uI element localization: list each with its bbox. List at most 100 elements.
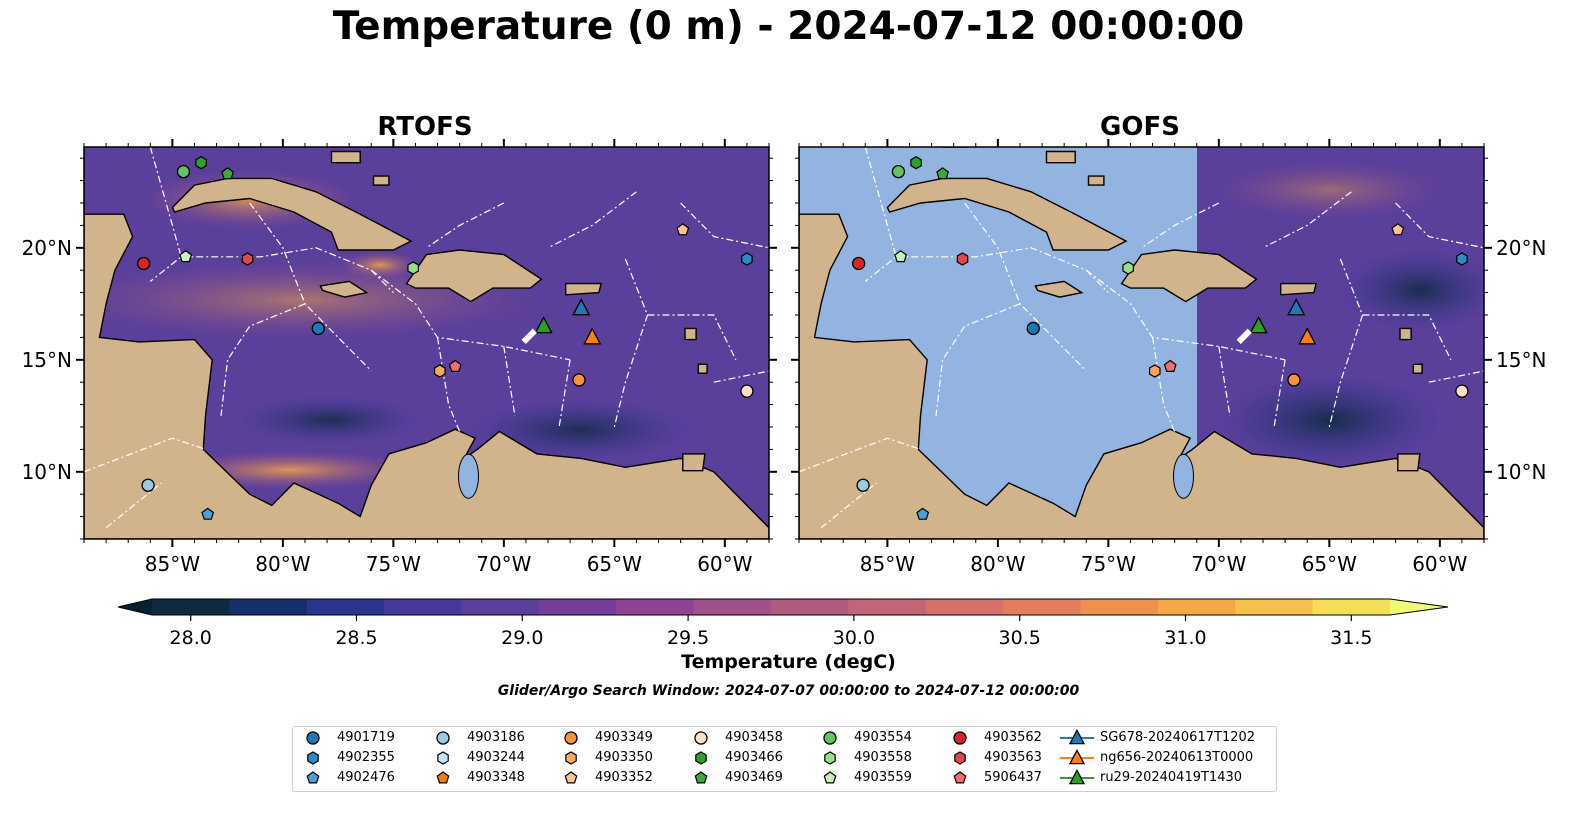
lat-tick-label: 20°N xyxy=(22,236,72,260)
legend-label: SG678-20240617T1202 xyxy=(1100,730,1256,745)
eez-boundary xyxy=(820,482,877,529)
legend-label: 4903348 xyxy=(467,770,525,785)
map-panel-rtofs: 85°W 80°W 75°W 70°W 65°W 60°W 10°N 15°N 20°N xyxy=(22,139,777,576)
legend-item: 4903558 xyxy=(820,749,945,767)
marker-4903458 xyxy=(1455,384,1469,398)
legend-item: 4902355 xyxy=(303,749,428,767)
lon-tick-label: 65°W xyxy=(1302,552,1357,576)
warm-band xyxy=(1210,160,1450,220)
marker-4902355 xyxy=(741,252,753,266)
legend-label: 4903562 xyxy=(984,730,1042,745)
pentagon-marker-icon xyxy=(436,771,450,784)
land-polygon xyxy=(565,282,602,296)
legend-item: ng656-20240613T0000 xyxy=(1060,749,1270,767)
pentagon-marker-icon xyxy=(953,771,967,784)
legend-label: ng656-20240613T0000 xyxy=(1100,750,1254,765)
legend: 4901719 4902355 4902476 4903186 4903244 49033… xyxy=(292,726,1277,792)
pentagon-marker-icon xyxy=(823,771,837,784)
colorbar-bin xyxy=(538,599,617,615)
legend-label: 4901719 xyxy=(337,730,395,745)
axis-ticks: 85°W 80°W 75°W 70°W 65°W 60°W 10°N 15°N 20°N xyxy=(22,139,777,576)
marker-SG678-20240617T1202 xyxy=(1287,298,1306,316)
eez-boundary xyxy=(426,202,505,249)
triangle-marker-icon xyxy=(1060,769,1094,785)
marker-4903563 xyxy=(241,252,254,266)
legend-item: 4903563 xyxy=(950,749,1075,767)
eez-boundary xyxy=(1218,346,1231,416)
eez-lines xyxy=(799,147,1484,529)
eez-boundary xyxy=(558,359,571,428)
map-frame xyxy=(798,146,1485,540)
eez-lines xyxy=(84,147,769,529)
marker-4903469 xyxy=(936,167,950,180)
eez-boundary xyxy=(680,202,769,249)
marker-5906437 xyxy=(448,359,462,372)
observation-markers xyxy=(137,156,754,520)
marker-4903562 xyxy=(137,256,151,271)
glider-track xyxy=(1236,328,1252,345)
marker-ng656-20240613T0000 xyxy=(1298,327,1317,345)
colorbar: 28.0 28.5 29.0 29.5 30.0 30.5 31.0 31.5 xyxy=(117,598,1449,649)
pentagon-marker-icon xyxy=(564,771,578,784)
colorbar-bin xyxy=(461,599,540,615)
land-polygon xyxy=(372,175,390,186)
marker-4901719 xyxy=(311,321,325,336)
legend-item: 4903352 xyxy=(561,769,686,787)
legend-label: 4903244 xyxy=(467,750,525,765)
marker-4903349 xyxy=(1287,373,1301,387)
land-polygon xyxy=(1412,363,1423,374)
colorbar-tick-label: 30.5 xyxy=(999,627,1041,649)
pentagon-marker-icon xyxy=(694,771,708,784)
legend-item: 4903469 xyxy=(691,769,816,787)
figure-title: Temperature (0 m) - 2024-07-12 00:00:00 xyxy=(332,4,1245,49)
colorbar-tick-label: 28.5 xyxy=(335,627,377,649)
legend-label: 4903554 xyxy=(854,730,912,745)
marker-4903563 xyxy=(956,252,969,266)
legend-label: 4902355 xyxy=(337,750,395,765)
legend-item: 4901719 xyxy=(303,729,428,747)
triangle-marker-icon xyxy=(1060,729,1094,745)
legend-label: 5906437 xyxy=(984,770,1042,785)
eez-boundary xyxy=(84,437,206,473)
eez-boundary xyxy=(1262,191,1352,249)
marker-4903554 xyxy=(891,164,906,179)
colorbar-bin xyxy=(152,599,230,615)
marker-4903559 xyxy=(894,250,908,263)
panel-title-rtofs: RTOFS xyxy=(377,112,473,142)
lon-tick-label: 80°W xyxy=(255,552,310,576)
legend-label: 4903558 xyxy=(854,750,912,765)
legend-item: SG678-20240617T1202 xyxy=(1060,729,1270,747)
marker-4902476 xyxy=(916,507,930,520)
colorbar-bin xyxy=(229,599,308,615)
colorbar-bin xyxy=(693,599,772,615)
eez-boundary xyxy=(1428,370,1484,383)
marker-4903352 xyxy=(1391,223,1405,236)
observation-markers xyxy=(852,156,1469,520)
colorbar-tick-label: 31.0 xyxy=(1164,627,1206,649)
eez-boundary xyxy=(105,482,162,529)
legend-label: 4903350 xyxy=(595,750,653,765)
land-polygon xyxy=(405,249,543,303)
land-polygon xyxy=(697,363,708,374)
land-polygon xyxy=(1279,282,1317,296)
lon-tick-label: 75°W xyxy=(366,552,421,576)
search-window-caption: Glider/Argo Search Window: 2024-07-07 00… xyxy=(497,683,1080,699)
colorbar-label: Temperature (degC) xyxy=(681,651,896,673)
lat-tick-label: 10°N xyxy=(22,460,72,484)
legend-item: 4903562 xyxy=(950,729,1075,747)
warm-band xyxy=(340,251,420,279)
eez-boundary xyxy=(181,247,394,294)
marker-4903558 xyxy=(1122,261,1135,275)
colorbar-bin xyxy=(306,599,385,615)
eez-boundary xyxy=(1395,202,1484,249)
colorbar-bin xyxy=(384,599,463,615)
colorbar-bin xyxy=(1080,599,1159,615)
eez-boundary xyxy=(1273,359,1286,428)
colorbar-tick-label: 30.0 xyxy=(833,627,875,649)
marker-ng656-20240613T0000 xyxy=(583,327,602,345)
eez-boundary xyxy=(935,303,1021,416)
marker-4903559 xyxy=(179,250,193,263)
legend-item: 5906437 xyxy=(950,769,1075,787)
land-polygon xyxy=(1399,327,1412,341)
eez-boundary xyxy=(647,314,737,361)
